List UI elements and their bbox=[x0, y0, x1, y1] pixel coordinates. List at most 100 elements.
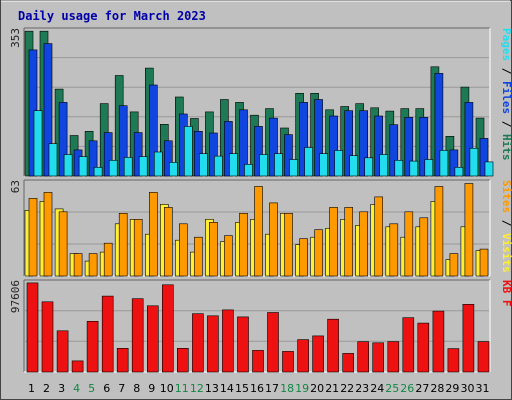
bar-sites bbox=[58, 211, 68, 277]
bar-kb-f bbox=[162, 284, 174, 373]
bar-kb-f bbox=[71, 360, 84, 373]
legend-entry: Hits bbox=[500, 134, 512, 161]
x-tick-label: 7 bbox=[118, 382, 125, 395]
bar-pages bbox=[469, 148, 479, 177]
x-tick-label: 21 bbox=[325, 382, 339, 395]
bar-kb-f bbox=[147, 305, 159, 373]
bar-kb-f bbox=[297, 339, 309, 373]
x-tick-label: 17 bbox=[265, 382, 279, 395]
bar-pages bbox=[289, 159, 298, 177]
x-tick-label: 22 bbox=[340, 382, 354, 395]
bar-pages bbox=[409, 160, 419, 177]
bar-sites bbox=[73, 253, 83, 277]
bar-kb-f bbox=[26, 282, 39, 373]
bar-kb-f bbox=[131, 298, 144, 373]
bar-files bbox=[434, 73, 444, 177]
panel-visits_sites: 63 Sites / Visits bbox=[9, 179, 512, 277]
bar-files bbox=[269, 117, 278, 177]
bar-kb-f bbox=[267, 312, 279, 373]
bar-pages bbox=[424, 159, 434, 177]
x-tick-label: 10 bbox=[160, 382, 174, 395]
bar-pages bbox=[379, 154, 389, 177]
bar-pages bbox=[334, 150, 343, 177]
x-tick-label: 24 bbox=[370, 382, 384, 395]
bar-sites bbox=[479, 248, 489, 277]
bar-sites bbox=[28, 198, 38, 277]
bar-kb-f bbox=[402, 317, 415, 373]
bar-sites bbox=[464, 183, 474, 277]
bar-kb-f bbox=[417, 322, 430, 373]
bar-pages bbox=[364, 157, 374, 177]
bar-files bbox=[299, 102, 308, 177]
legend-entry: KB F bbox=[500, 280, 512, 307]
chart-panels: 353 Pages / Files / Hits 63 Sites / Visits 9… bbox=[9, 27, 512, 373]
bar-kb-f bbox=[432, 310, 445, 373]
series-kb-f bbox=[26, 282, 490, 373]
x-axis-day-ticks: 1 2 3 4 5 6 7 8 9 10 11 12 13 14 15 16 17 18 19 20 21 22 23 24 2… bbox=[28, 382, 490, 395]
bar-sites bbox=[88, 253, 98, 277]
bar-kb-f bbox=[342, 353, 355, 373]
legend-entry: Visits bbox=[500, 233, 512, 273]
y-axis-max-label: 63 bbox=[9, 180, 22, 193]
bar-files bbox=[224, 121, 233, 177]
x-tick-label: 2 bbox=[43, 382, 50, 395]
bar-sites bbox=[43, 192, 53, 277]
x-tick-label: 18 bbox=[280, 382, 294, 395]
x-tick-label: 12 bbox=[190, 382, 204, 395]
legend-separator: / bbox=[500, 61, 512, 81]
y-axis-max-label: 353 bbox=[9, 28, 22, 48]
x-tick-label: 9 bbox=[148, 382, 155, 395]
bar-pages bbox=[93, 167, 103, 177]
bar-files bbox=[43, 43, 53, 177]
bar-pages bbox=[123, 157, 133, 177]
bar-pages bbox=[304, 147, 313, 177]
bar-files bbox=[449, 149, 459, 177]
bar-sites bbox=[284, 213, 293, 277]
bar-sites bbox=[118, 213, 128, 277]
bar-files bbox=[359, 110, 369, 177]
bar-kb-f bbox=[207, 315, 219, 373]
legend-entry: Files bbox=[500, 81, 512, 114]
legend-entry: Pages bbox=[500, 28, 512, 61]
bar-pages bbox=[78, 156, 88, 177]
series-files bbox=[28, 43, 489, 177]
bar-files bbox=[419, 117, 429, 177]
bar-files bbox=[254, 126, 263, 177]
bar-pages bbox=[319, 153, 328, 177]
bar-sites bbox=[164, 207, 173, 277]
x-tick-label: 14 bbox=[220, 382, 234, 395]
x-tick-label: 25 bbox=[385, 382, 399, 395]
bar-pages bbox=[63, 154, 73, 177]
bar-kb-f bbox=[327, 318, 339, 373]
bar-pages bbox=[244, 164, 253, 177]
bar-sites bbox=[329, 207, 338, 277]
x-tick-label: 3 bbox=[58, 382, 65, 395]
bar-pages bbox=[199, 153, 208, 177]
x-tick-label: 27 bbox=[415, 382, 429, 395]
x-tick-label: 8 bbox=[133, 382, 140, 395]
series-sites bbox=[28, 183, 489, 277]
legend: Pages / Files / Hits bbox=[500, 28, 512, 161]
bar-sites bbox=[239, 213, 248, 277]
bar-sites bbox=[149, 192, 158, 277]
x-tick-label: 28 bbox=[430, 382, 444, 395]
x-tick-label: 5 bbox=[88, 382, 95, 395]
bar-pages bbox=[274, 153, 283, 177]
bar-sites bbox=[314, 229, 323, 277]
bar-files bbox=[103, 132, 113, 177]
bar-kb-f bbox=[56, 330, 69, 373]
bar-kb-f bbox=[312, 335, 324, 373]
bar-sites bbox=[299, 238, 308, 277]
bar-pages bbox=[484, 161, 494, 177]
bar-files bbox=[209, 132, 218, 177]
x-tick-label: 6 bbox=[103, 382, 110, 395]
bar-pages bbox=[138, 156, 148, 177]
bar-kb-f bbox=[101, 295, 114, 373]
panel-kbytes: 97606 KB F bbox=[9, 279, 512, 373]
bar-sites bbox=[224, 235, 233, 277]
bar-kb-f bbox=[387, 341, 400, 373]
panel-hits_files_pages: 353 Pages / Files / Hits bbox=[9, 27, 512, 177]
legend-separator: / bbox=[500, 114, 512, 134]
bar-kb-f bbox=[177, 347, 189, 373]
